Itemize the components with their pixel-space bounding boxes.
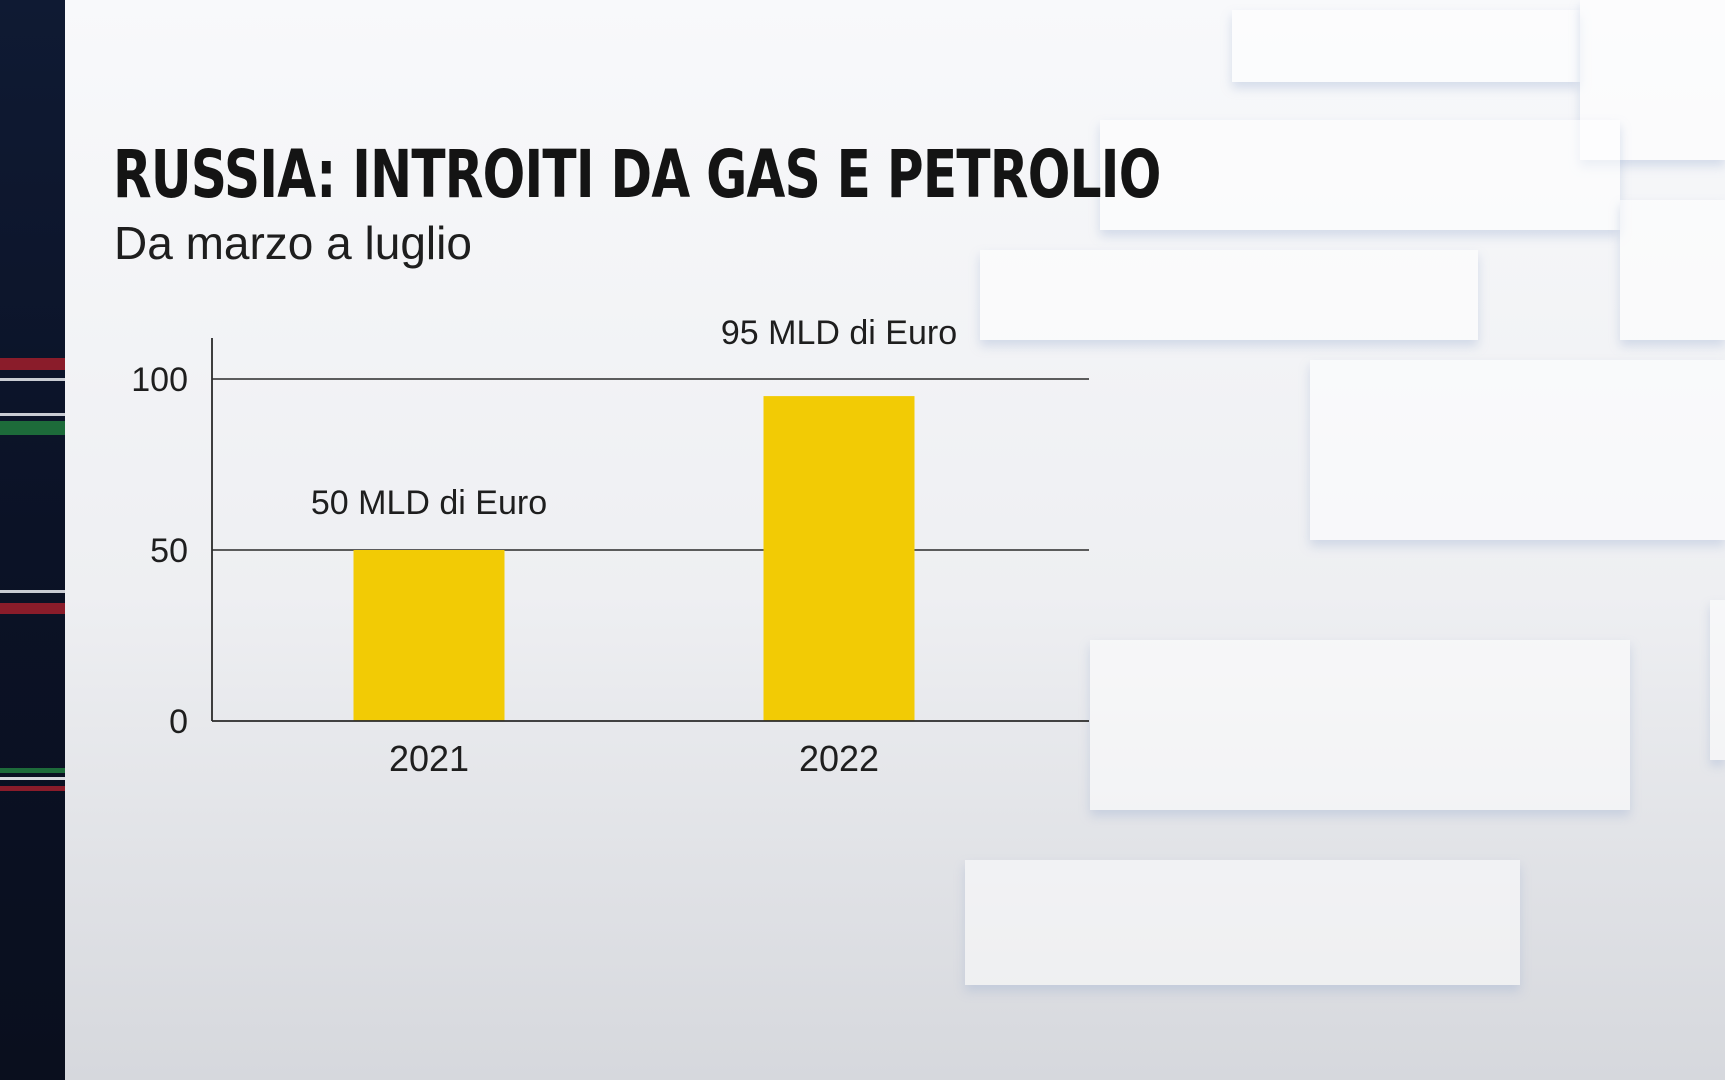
side-strip xyxy=(0,0,65,1080)
chart-title: RUSSIA: INTROITI DA GAS E PETROLIO xyxy=(113,136,1161,213)
bar xyxy=(353,550,505,721)
background-plane xyxy=(1232,10,1580,82)
background-plane xyxy=(1710,600,1725,760)
data-label: 50 MLD di Euro xyxy=(311,484,547,522)
background-plane xyxy=(1090,640,1630,810)
y-tick-label: 100 xyxy=(131,361,188,399)
background-plane xyxy=(1620,200,1725,340)
bar xyxy=(763,396,915,721)
strip-stripe xyxy=(0,786,65,791)
strip-stripe xyxy=(0,590,65,593)
background-plane xyxy=(980,250,1478,340)
x-tick-label: 2022 xyxy=(799,738,879,779)
strip-stripe xyxy=(0,768,65,773)
strip-stripe xyxy=(0,421,65,435)
strip-stripe xyxy=(0,358,65,370)
strip-stripe xyxy=(0,603,65,614)
strip-stripe xyxy=(0,378,65,381)
x-tick-label: 2021 xyxy=(389,738,469,779)
background-plane xyxy=(1100,120,1620,230)
data-label: 95 MLD di Euro xyxy=(721,314,957,352)
background-plane xyxy=(1310,360,1725,540)
background-plane xyxy=(965,860,1520,985)
chart-subtitle: Da marzo a luglio xyxy=(114,217,472,269)
y-tick-label: 50 xyxy=(150,532,188,570)
strip-stripe xyxy=(0,777,65,780)
y-tick-label: 0 xyxy=(169,703,188,741)
strip-stripe xyxy=(0,413,65,416)
